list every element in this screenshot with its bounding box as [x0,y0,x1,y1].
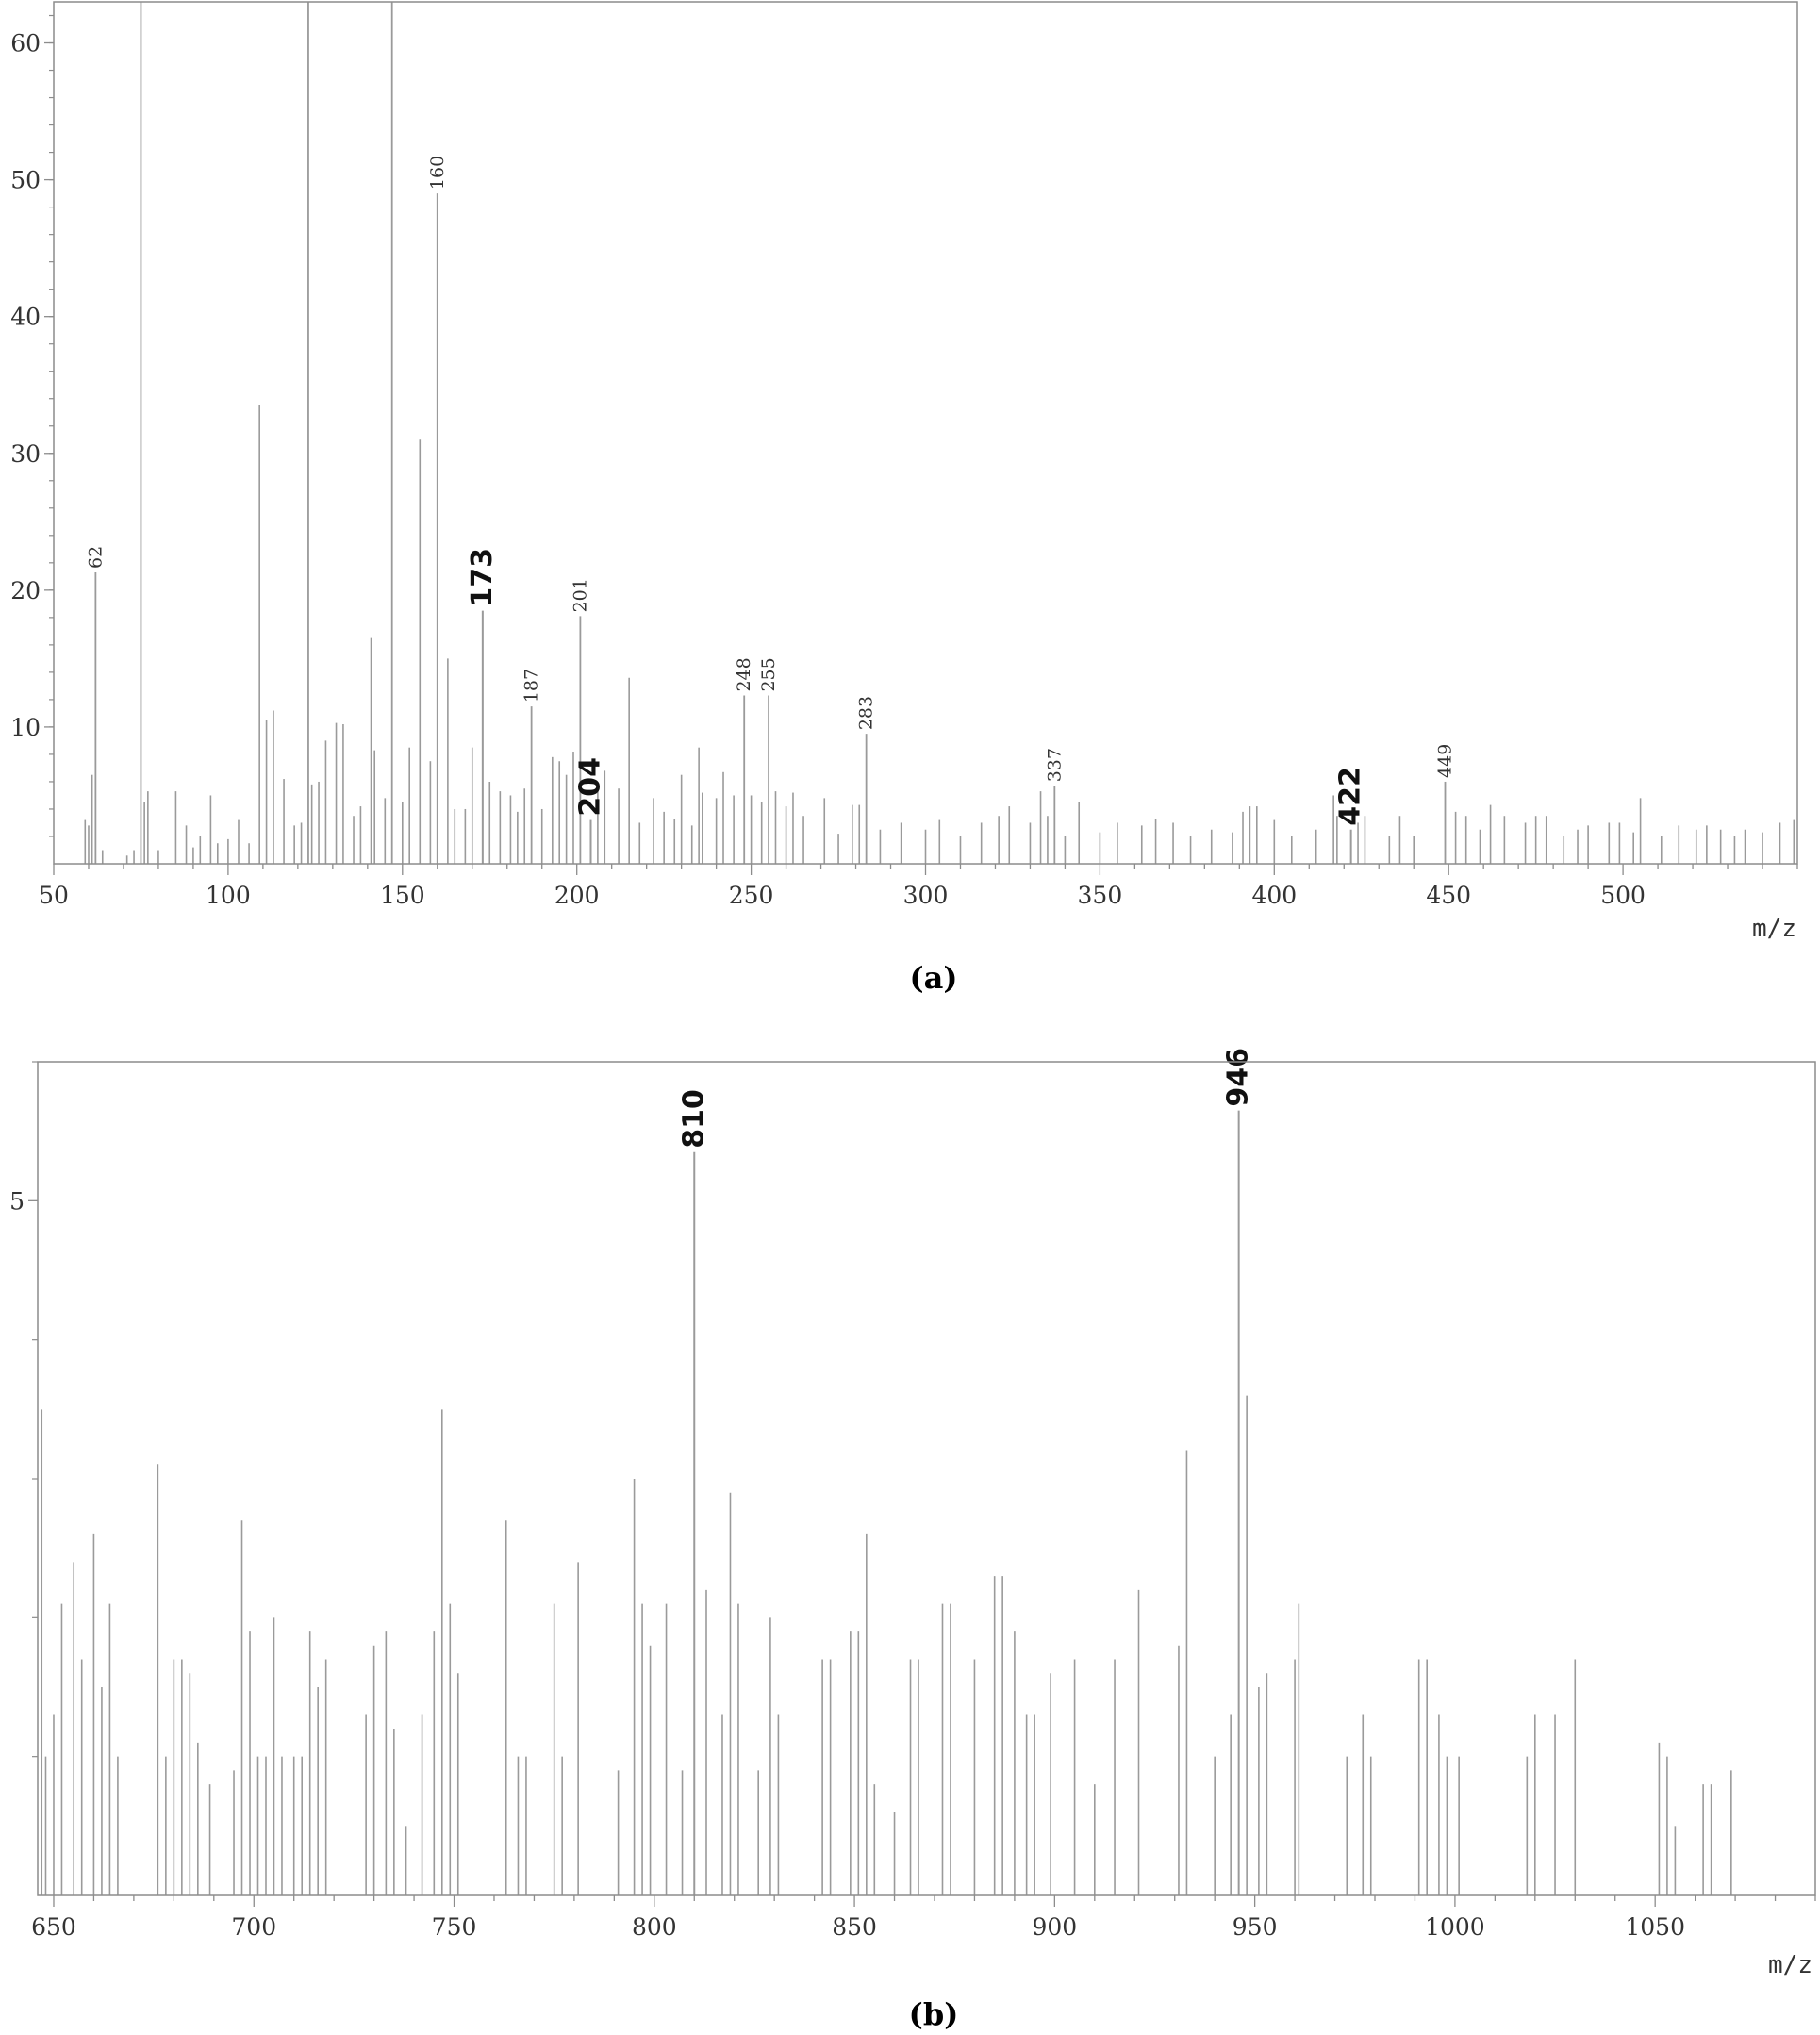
peak-label-810: 810 [677,1089,710,1149]
plot-frame [37,1061,1816,1896]
y-tick-label: 60 [10,30,41,58]
x-tick-label: 200 [554,882,600,909]
peak-label-173: 173 [466,548,499,607]
y-tick-label: 50 [10,167,41,194]
x-tick-label: 500 [1600,882,1646,909]
peak-label-160: 160 [427,156,448,190]
y-tick-label: 40 [10,304,41,331]
x-tick-label: 1050 [1625,1913,1685,1941]
x-tick-label: 1000 [1425,1913,1485,1941]
x-tick-label: 450 [1426,882,1471,909]
x-tick-label: 950 [1233,1913,1278,1941]
panel-b-x-axis-title: m/z [1768,1951,1812,1979]
panel-a-peaks [84,2,1795,864]
y-tick-label: 30 [10,440,41,468]
panel-a-x-axis-title: m/z [1752,915,1796,943]
panel-a: 6275123147160173187201204248255283337422… [10,1,1798,996]
peak-label-449: 449 [1435,744,1456,778]
peak-label-422: 422 [1334,767,1367,826]
panel-b-caption: (b) [909,1996,959,2032]
peak-label-248: 248 [734,657,754,691]
panel-a-caption: (a) [909,960,957,996]
panel-b-peak-labels: 8109461230 [677,1048,1255,1149]
peak-label-283: 283 [856,696,877,730]
x-tick-label: 50 [39,882,69,909]
x-tick-label: 700 [231,1913,276,1941]
panel-b-peaks [41,1110,1732,1895]
x-tick-label: 100 [206,882,251,909]
x-tick-label: 400 [1251,882,1297,909]
y-tick-label: 20 [10,577,41,604]
x-tick-label: 850 [832,1913,877,1941]
peak-label-62: 62 [85,546,106,569]
plot-frame [53,1,1798,865]
x-tick-label: 650 [31,1913,76,1941]
x-tick-label: 150 [380,882,425,909]
peak-label-201: 201 [570,578,590,612]
peak-label-946: 946 [1222,1048,1255,1107]
peak-label-337: 337 [1044,748,1065,782]
y-tick-label: 5 [9,1187,25,1215]
x-tick-label: 250 [729,882,774,909]
x-tick-label: 300 [903,882,949,909]
panel-a-axes: 50 100 150 200 250 300 350 400 450 500 10 20 30 40 50 6… [10,1,1798,909]
y-tick-label: 10 [10,714,41,741]
x-tick-label: 750 [432,1913,477,1941]
panel-b: 8109461230 65070075080085090095010001050… [9,1048,1816,2032]
peak-label-255: 255 [758,657,779,691]
peak-label-204: 204 [573,757,606,817]
x-tick-label: 900 [1032,1913,1077,1941]
peak-label-187: 187 [521,669,542,703]
panel-a-peak-labels: 6275123147160173187201204248255283337422… [85,156,1456,826]
x-tick-label: 800 [632,1913,677,1941]
x-tick-label: 350 [1078,882,1123,909]
panel-b-axes: 650 700 750 800 850 900 950 1000 1050 5 [9,1061,1816,1941]
